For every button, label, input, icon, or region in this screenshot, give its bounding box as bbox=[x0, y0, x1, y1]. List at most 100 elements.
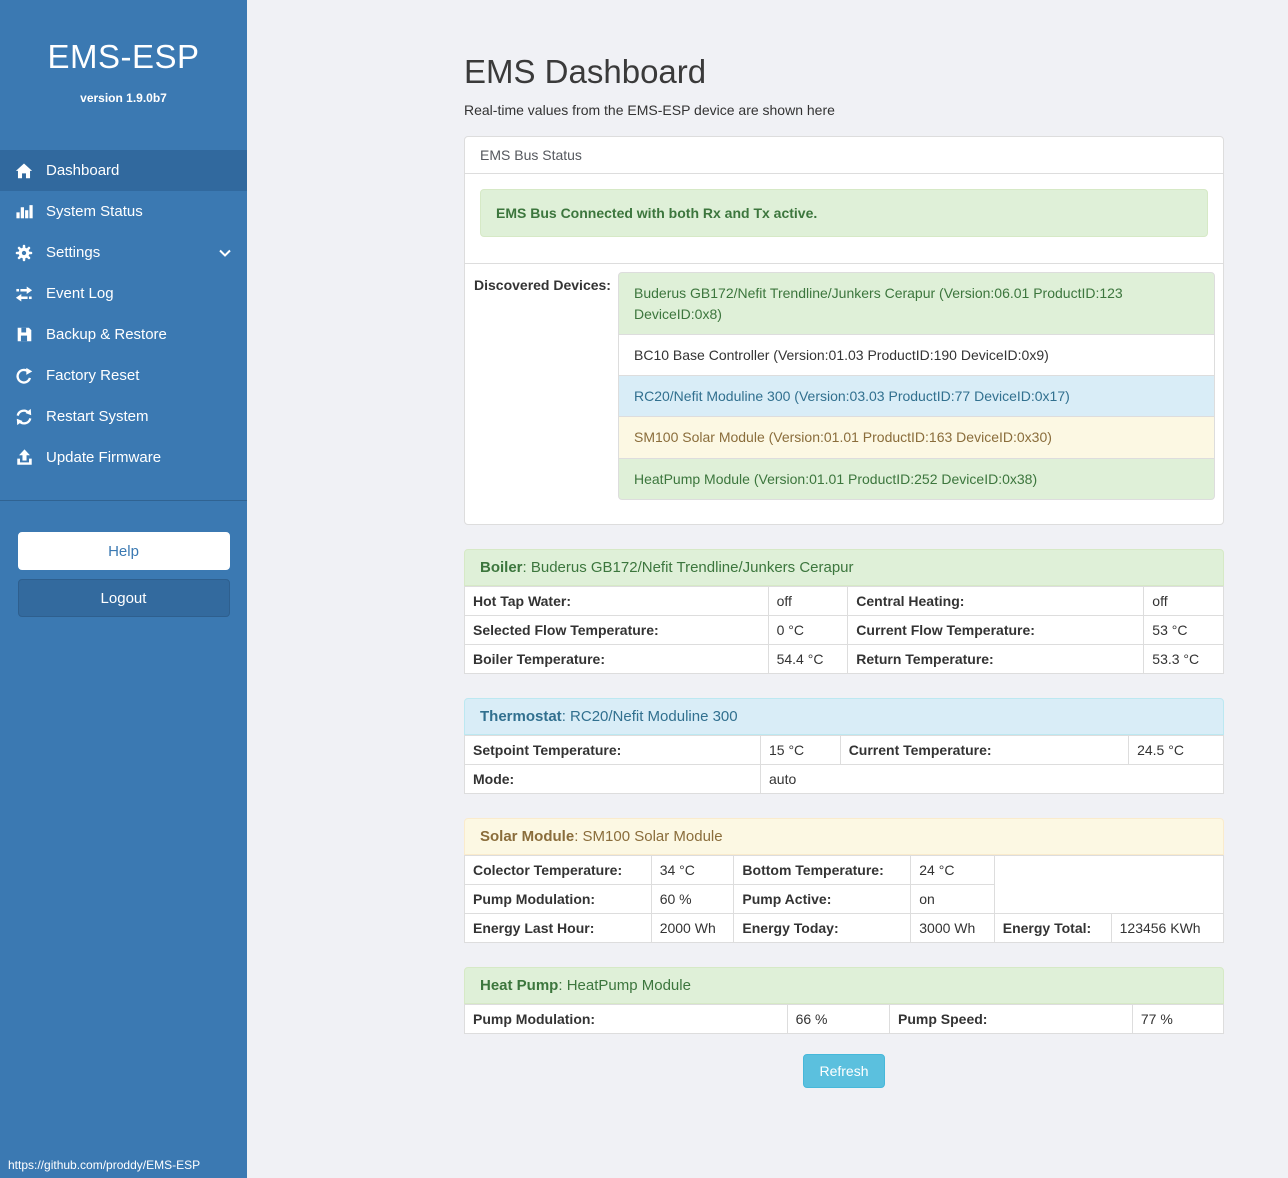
list-item: BC10 Base Controller (Version:01.03 Prod… bbox=[618, 333, 1215, 377]
sidebar-item-settings[interactable]: Settings bbox=[0, 232, 247, 273]
sidebar-item-update-firmware[interactable]: Update Firmware bbox=[0, 437, 247, 478]
field-value: on bbox=[910, 884, 995, 915]
field-value: 66 % bbox=[786, 1004, 891, 1035]
sidebar: EMS-ESP version 1.9.0b7 Dashboard System… bbox=[0, 0, 247, 1178]
field-value: 24 °C bbox=[910, 855, 995, 886]
heat-pump-table: Pump Modulation: 66 % Pump Speed: 77 % bbox=[464, 1004, 1225, 1035]
help-button[interactable]: Help bbox=[17, 532, 230, 570]
logout-button[interactable]: Logout bbox=[17, 579, 230, 617]
field-label: Mode: bbox=[464, 764, 761, 795]
solar-section-heading: Solar Module: SM100 Solar Module bbox=[464, 818, 1224, 856]
thermostat-section-heading: Thermostat: RC20/Nefit Moduline 300 bbox=[464, 698, 1224, 736]
sidebar-divider bbox=[0, 500, 247, 501]
app-brand: EMS-ESP bbox=[47, 38, 200, 75]
app-version: version 1.9.0b7 bbox=[80, 91, 167, 105]
solar-table: Colector Temperature: 34 °C Bottom Tempe… bbox=[464, 855, 1225, 944]
table-row: Energy Last Hour: 2000 Wh Energy Today: … bbox=[464, 913, 1225, 944]
table-row: Hot Tap Water: off Central Heating: off bbox=[464, 586, 1224, 617]
field-label: Current Temperature: bbox=[839, 735, 1130, 766]
main-content: EMS Dashboard Real-time values from the … bbox=[464, 0, 1225, 1128]
page-title: EMS Dashboard bbox=[464, 53, 707, 90]
ems-bus-status-panel: EMS Bus Status EMS Bus Connected with bo… bbox=[464, 136, 1224, 526]
table-row: Pump Modulation: 60 % Pump Active: on bbox=[464, 884, 1224, 915]
gear-icon bbox=[13, 244, 35, 262]
sidebar-item-label: Update Firmware bbox=[46, 449, 162, 466]
sidebar-item-event-log[interactable]: Event Log bbox=[0, 273, 247, 314]
sidebar-nav: Dashboard System Status bbox=[0, 150, 247, 478]
sidebar-item-backup-restore[interactable]: Backup & Restore bbox=[0, 314, 247, 355]
field-value: off bbox=[767, 586, 849, 617]
github-url: https://github.com/proddy/EMS-ESP bbox=[8, 1158, 201, 1172]
list-item: HeatPump Module (Version:01.01 ProductID… bbox=[618, 457, 1215, 501]
section-device: : Buderus GB172/Nefit Trendline/Junkers … bbox=[522, 559, 854, 577]
sidebar-item-label: Backup & Restore bbox=[46, 326, 167, 343]
empty-cell bbox=[993, 855, 1225, 915]
field-label: Selected Flow Temperature: bbox=[464, 615, 769, 646]
field-label: Energy Last Hour: bbox=[464, 913, 652, 944]
list-item: SM100 Solar Module (Version:01.01 Produc… bbox=[618, 416, 1215, 459]
field-value: 15 °C bbox=[760, 735, 841, 766]
discovered-devices-row: Discovered Devices: Buderus GB172/Nefit … bbox=[465, 263, 1223, 524]
table-row: Mode: auto bbox=[464, 764, 1224, 795]
field-value: 2000 Wh bbox=[650, 913, 735, 944]
field-value: 54.4 °C bbox=[767, 644, 849, 675]
discovered-devices-list: Buderus GB172/Nefit Trendline/Junkers Ce… bbox=[618, 272, 1215, 501]
section-device: : RC20/Nefit Moduline 300 bbox=[561, 708, 738, 726]
home-icon bbox=[13, 162, 35, 180]
field-value: 60 % bbox=[650, 884, 735, 915]
bus-status-alert: EMS Bus Connected with both Rx and Tx ac… bbox=[480, 189, 1208, 238]
sidebar-item-system-status[interactable]: System Status bbox=[0, 191, 247, 232]
sync-icon bbox=[13, 408, 35, 426]
upload-icon bbox=[13, 449, 35, 466]
field-label: Colector Temperature: bbox=[464, 855, 652, 886]
field-label: Energy Today: bbox=[733, 913, 912, 944]
boiler-table: Hot Tap Water: off Central Heating: off … bbox=[464, 586, 1224, 675]
field-label: Boiler Temperature: bbox=[464, 644, 769, 675]
sidebar-item-factory-reset[interactable]: Factory Reset bbox=[0, 355, 247, 396]
sidebar-item-restart-system[interactable]: Restart System bbox=[0, 396, 247, 437]
field-label: Central Heating: bbox=[847, 586, 1145, 617]
save-icon bbox=[13, 326, 35, 343]
chevron-down-icon bbox=[219, 245, 231, 261]
section-title: Thermostat bbox=[480, 708, 562, 726]
sidebar-item-label: Settings bbox=[46, 244, 101, 261]
section-device: : HeatPump Module bbox=[558, 977, 691, 995]
field-label: Pump Speed: bbox=[889, 1004, 1133, 1035]
field-value: 77 % bbox=[1131, 1004, 1225, 1035]
thermostat-section: Thermostat: RC20/Nefit Moduline 300 Setp… bbox=[464, 698, 1224, 795]
field-value: 34 °C bbox=[650, 855, 735, 886]
bar-chart-icon bbox=[13, 203, 35, 220]
boiler-section: Boiler: Buderus GB172/Nefit Trendline/Ju… bbox=[464, 549, 1224, 675]
discovered-devices-label: Discovered Devices: bbox=[474, 277, 611, 294]
field-label: Bottom Temperature: bbox=[733, 855, 912, 886]
field-value: off bbox=[1143, 586, 1224, 617]
section-title: Heat Pump bbox=[480, 977, 559, 995]
refresh-button[interactable]: Refresh bbox=[803, 1054, 885, 1089]
field-value: 53.3 °C bbox=[1143, 644, 1224, 675]
table-row: Selected Flow Temperature: 0 °C Current … bbox=[464, 615, 1224, 646]
thermostat-table: Setpoint Temperature: 15 °C Current Temp… bbox=[464, 735, 1224, 795]
list-item: RC20/Nefit Moduline 300 (Version:03.03 P… bbox=[618, 375, 1215, 418]
sidebar-item-label: Event Log bbox=[46, 285, 114, 302]
field-value: 123456 KWh bbox=[1110, 913, 1225, 944]
sidebar-item-label: Restart System bbox=[46, 408, 149, 425]
field-value: 3000 Wh bbox=[910, 913, 995, 944]
section-title: Solar Module bbox=[480, 828, 575, 846]
field-value: 0 °C bbox=[767, 615, 849, 646]
table-row: Setpoint Temperature: 15 °C Current Temp… bbox=[464, 735, 1224, 766]
solar-module-section: Solar Module: SM100 Solar Module Colecto… bbox=[464, 818, 1225, 944]
sidebar-item-label: Factory Reset bbox=[46, 367, 140, 384]
field-label: Pump Active: bbox=[733, 884, 912, 915]
heat-pump-section-heading: Heat Pump: HeatPump Module bbox=[464, 967, 1224, 1005]
heat-pump-section: Heat Pump: HeatPump Module Pump Modulati… bbox=[464, 967, 1225, 1035]
sidebar-item-label: System Status bbox=[46, 203, 143, 220]
field-label: Pump Modulation: bbox=[464, 884, 652, 915]
sidebar-item-dashboard[interactable]: Dashboard bbox=[0, 150, 247, 191]
sidebar-item-label: Dashboard bbox=[46, 162, 120, 179]
refresh-area: Refresh bbox=[464, 1054, 1224, 1128]
panel-title: EMS Bus Status bbox=[465, 137, 1223, 175]
field-label: Setpoint Temperature: bbox=[464, 735, 761, 766]
boiler-section-heading: Boiler: Buderus GB172/Nefit Trendline/Ju… bbox=[464, 549, 1224, 587]
field-label: Pump Modulation: bbox=[464, 1004, 788, 1035]
section-title: Boiler bbox=[480, 559, 523, 577]
